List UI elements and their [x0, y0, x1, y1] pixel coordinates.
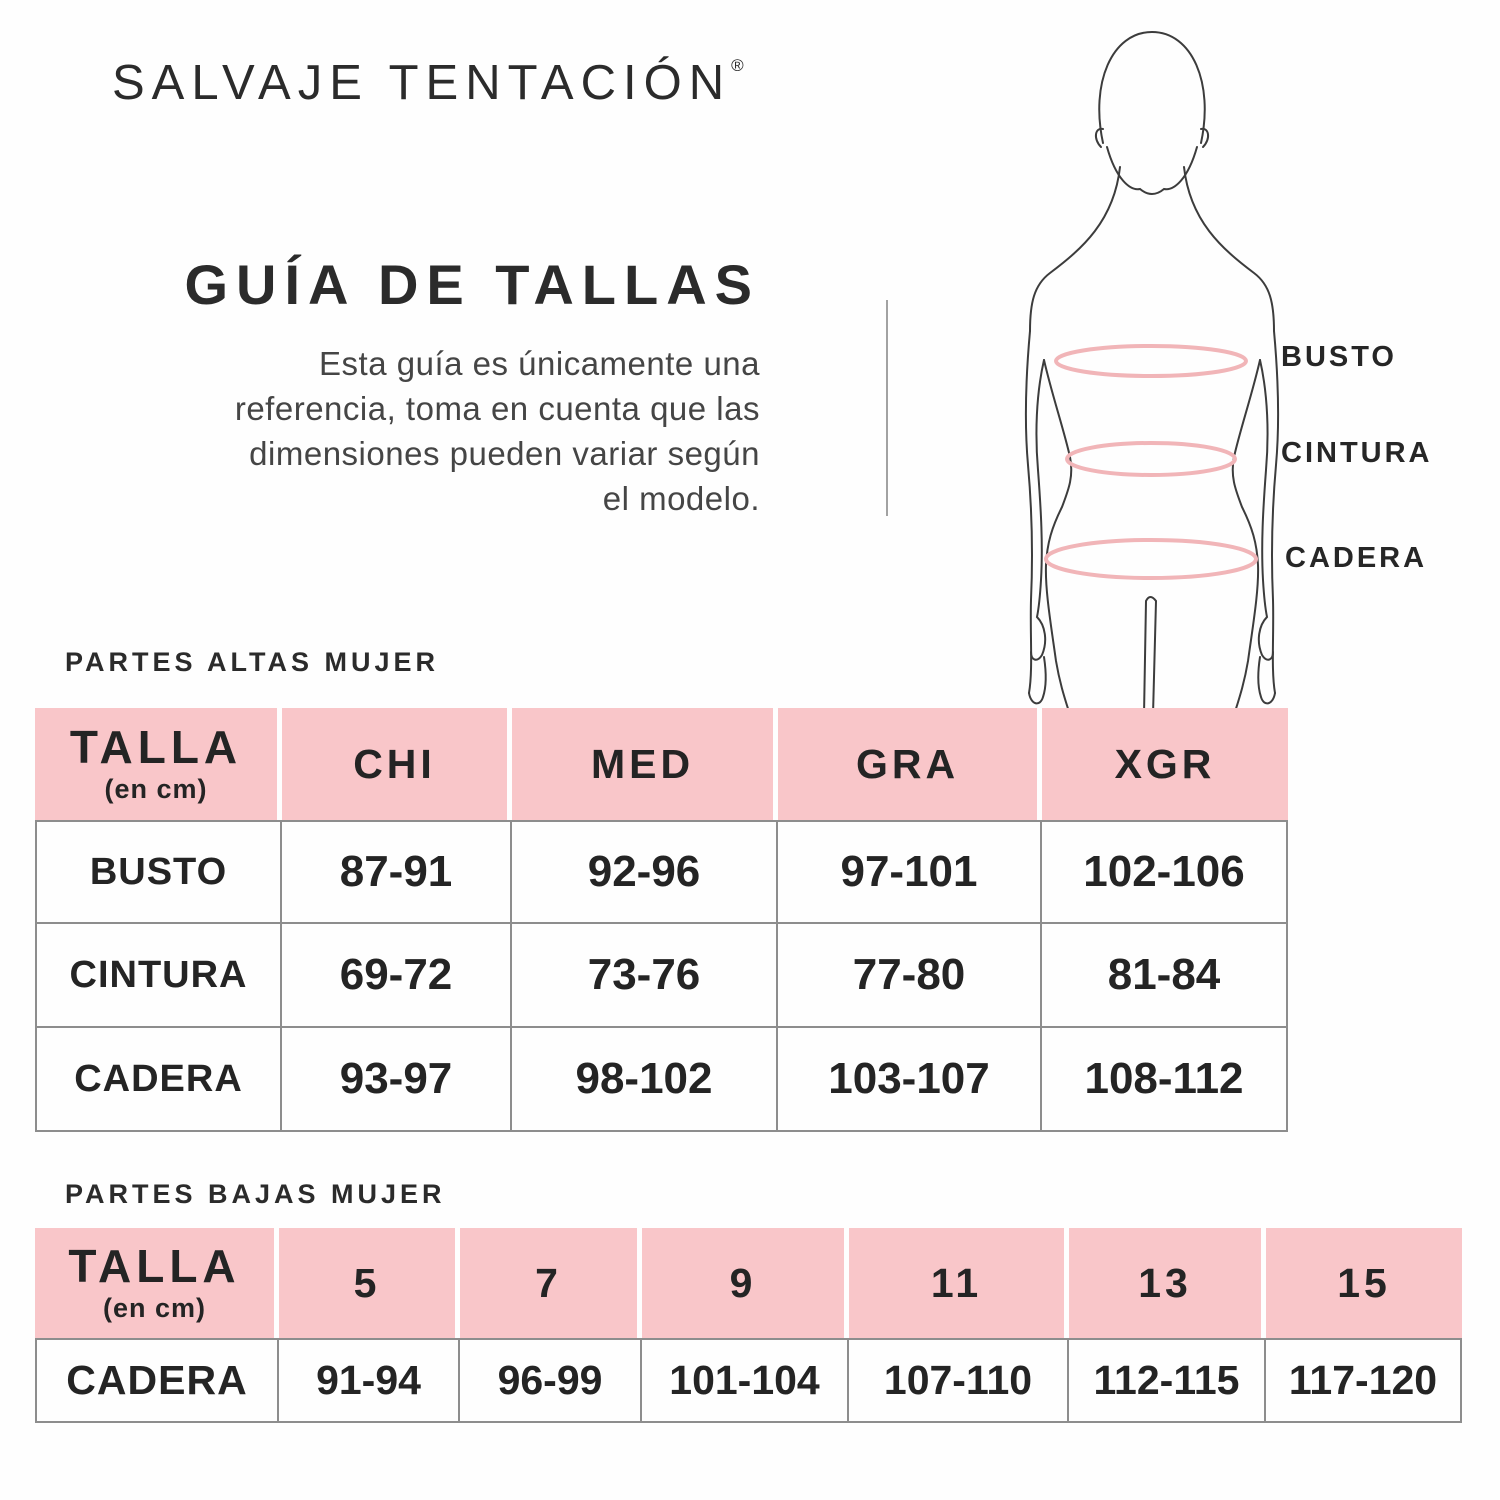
measurement-label-busto: BUSTO — [1281, 341, 1397, 373]
row-label-cintura: CINTURA — [35, 924, 282, 1028]
size-header-gra: GRA — [778, 708, 1042, 820]
brand-logo: SALVAJE TENTACIÓN® — [112, 55, 744, 111]
talla-header-cell: TALLA (en cm) — [35, 1228, 279, 1338]
page-title: GUÍA DE TALLAS — [184, 253, 760, 316]
size-header-15: 15 — [1266, 1228, 1462, 1338]
value-cell: 87-91 — [282, 820, 512, 924]
row-label-busto: BUSTO — [35, 820, 282, 924]
value-cell: 101-104 — [642, 1338, 849, 1423]
value-cell: 91-94 — [279, 1338, 460, 1423]
size-header-chi: CHI — [282, 708, 512, 820]
talla-header-cell: TALLA (en cm) — [35, 708, 282, 820]
bust-measurement-line — [1054, 344, 1248, 378]
registered-trademark-mark: ® — [731, 56, 744, 75]
value-cell: 92-96 — [512, 820, 778, 924]
size-table-upper-parts: TALLA (en cm) CHI MED GRA XGR BUSTO 87-9… — [35, 708, 1288, 1132]
talla-unit: (en cm) — [104, 773, 208, 804]
divider-line — [886, 300, 888, 516]
hip-measurement-line — [1044, 538, 1258, 580]
value-cell: 108-112 — [1042, 1028, 1288, 1132]
waist-measurement-line — [1065, 441, 1237, 477]
talla-label: TALLA — [68, 1239, 241, 1292]
measurement-ellipses — [1044, 344, 1258, 580]
description-line: Esta guía es únicamente una — [319, 345, 760, 382]
row-label-cadera: CADERA — [35, 1338, 279, 1423]
value-cell: 81-84 — [1042, 924, 1288, 1028]
intro-block: GUÍA DE TALLAS Esta guía es únicamente u… — [60, 252, 760, 521]
measurement-label-cadera: CADERA — [1285, 542, 1428, 574]
size-header-13: 13 — [1069, 1228, 1266, 1338]
value-cell: 96-99 — [460, 1338, 642, 1423]
section-title-upper-parts: PARTES ALTAS MUJER — [65, 647, 440, 677]
measurement-label-cintura: CINTURA — [1281, 437, 1433, 469]
row-label-cadera: CADERA — [35, 1028, 282, 1132]
size-header-xgr: XGR — [1042, 708, 1288, 820]
description-line: dimensiones pueden variar según — [249, 435, 760, 472]
size-header-med: MED — [512, 708, 778, 820]
size-header-11: 11 — [849, 1228, 1069, 1338]
size-header-5: 5 — [279, 1228, 460, 1338]
body-outline — [1024, 30, 1280, 715]
value-cell: 73-76 — [512, 924, 778, 1028]
value-cell: 102-106 — [1042, 820, 1288, 924]
description-line: referencia, toma en cuenta que las — [234, 390, 760, 427]
section-title-lower-parts: PARTES BAJAS MUJER — [65, 1179, 446, 1209]
description-text: Esta guía es únicamente una referencia, … — [60, 341, 760, 521]
talla-unit: (en cm) — [102, 1292, 207, 1323]
value-cell: 103-107 — [778, 1028, 1042, 1132]
value-cell: 112-115 — [1069, 1338, 1266, 1423]
value-cell: 98-102 — [512, 1028, 778, 1132]
size-header-7: 7 — [460, 1228, 642, 1338]
female-figure-illustration — [1024, 30, 1280, 715]
value-cell: 117-120 — [1266, 1338, 1462, 1423]
value-cell: 69-72 — [282, 924, 512, 1028]
value-cell: 77-80 — [778, 924, 1042, 1028]
talla-label: TALLA — [69, 720, 243, 773]
brand-name: SALVAJE TENTACIÓN — [112, 56, 732, 110]
description-line: el modelo. — [602, 480, 760, 517]
value-cell: 107-110 — [849, 1338, 1069, 1423]
size-table-lower-parts: TALLA (en cm) 5 7 9 11 13 15 CADERA 91-9… — [35, 1228, 1462, 1423]
value-cell: 97-101 — [778, 820, 1042, 924]
size-header-9: 9 — [642, 1228, 849, 1338]
value-cell: 93-97 — [282, 1028, 512, 1132]
